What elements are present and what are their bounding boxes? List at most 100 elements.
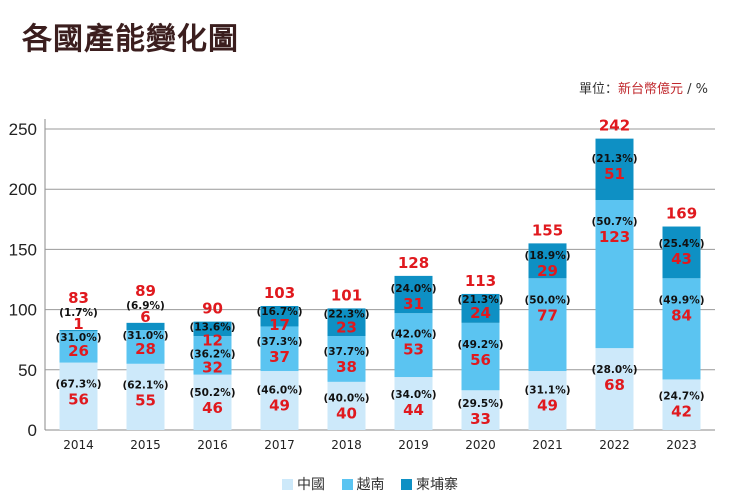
value-label: 46	[202, 399, 223, 417]
percent-label: (28.0%)	[591, 364, 637, 376]
value-label: 26	[68, 342, 89, 360]
value-label: 28	[135, 340, 156, 358]
x-tick-label: 2014	[63, 438, 94, 452]
legend: 中國 越南 柬埔寨	[0, 474, 740, 494]
y-tick-label: 250	[9, 120, 37, 139]
x-tick-label: 2019	[398, 438, 429, 452]
percent-label: (40.0%)	[323, 392, 369, 404]
y-tick-label: 0	[28, 421, 37, 440]
legend-label-cambodia: 柬埔寨	[415, 477, 458, 493]
total-label: 90	[202, 300, 223, 318]
legend-swatch-cambodia	[400, 479, 412, 490]
value-label: 42	[671, 403, 692, 421]
stacked-bar-chart: 0501001502002502014(1.7%)1(31.0%)26(67.3…	[9, 117, 715, 452]
unit-suffix: / %	[683, 82, 708, 97]
value-label: 23	[336, 318, 357, 336]
unit-prefix: 單位：	[578, 82, 618, 97]
y-tick-label: 100	[9, 301, 37, 320]
bar-segment	[126, 330, 165, 364]
value-label: 56	[470, 351, 491, 369]
percent-label: (50.7%)	[591, 216, 637, 228]
value-label: 68	[604, 376, 625, 394]
x-tick-label: 2015	[130, 438, 161, 452]
bar-segment	[327, 381, 366, 430]
bar-segment	[528, 243, 567, 279]
value-label: 17	[269, 316, 290, 334]
percent-label: (49.2%)	[457, 339, 503, 351]
value-label: 123	[599, 228, 630, 246]
total-label: 103	[264, 284, 295, 302]
value-label: 84	[671, 306, 692, 324]
value-label: 32	[202, 359, 223, 377]
bar-segment	[595, 138, 634, 201]
legend-label-china: 中國	[297, 477, 326, 493]
total-label: 89	[135, 282, 156, 300]
bar-segment	[193, 336, 232, 375]
percent-label: (1.7%)	[59, 307, 98, 319]
chart-title: 各國產能變化圖	[22, 22, 239, 57]
bar-segment	[260, 371, 299, 430]
bar-segment	[260, 326, 299, 372]
y-tick-label: 150	[9, 240, 37, 259]
total-label: 113	[465, 272, 496, 290]
percent-label: (62.1%)	[122, 380, 168, 392]
value-label: 56	[68, 391, 89, 409]
value-label: 40	[336, 404, 357, 422]
total-label: 101	[331, 286, 362, 304]
total-label: 242	[599, 117, 630, 135]
value-label: 55	[135, 392, 156, 410]
percent-label: (31.0%)	[122, 330, 168, 342]
percent-label: (36.2%)	[189, 349, 235, 361]
total-label: 83	[68, 289, 89, 307]
percent-label: (50.0%)	[524, 294, 570, 306]
bar-segment	[193, 321, 232, 337]
bar-segment	[595, 348, 634, 430]
bar-segment	[461, 293, 500, 323]
x-tick-label: 2021	[532, 438, 563, 452]
percent-label: (16.7%)	[256, 306, 302, 318]
y-tick-label: 50	[18, 361, 37, 380]
x-tick-label: 2022	[599, 438, 630, 452]
percent-label: (24.0%)	[390, 283, 436, 295]
unit-currency: 新台幣億元	[617, 82, 683, 97]
unit-label: 單位：新台幣億元 / %	[579, 78, 708, 97]
bar-segment	[662, 226, 701, 279]
percent-label: (67.3%)	[55, 379, 101, 391]
percent-label: (13.6%)	[189, 322, 235, 334]
legend-label-vietnam: 越南	[356, 477, 385, 493]
legend-item-china: 中國	[282, 474, 325, 494]
bar-segment	[59, 330, 98, 332]
percent-label: (24.7%)	[658, 391, 704, 403]
x-tick-label: 2018	[331, 438, 362, 452]
value-label: 49	[269, 397, 290, 415]
bar-segment	[193, 374, 232, 430]
bar-segment	[126, 363, 165, 430]
value-label: 44	[403, 401, 424, 419]
value-label: 53	[403, 340, 424, 358]
percent-label: (31.1%)	[524, 385, 570, 397]
percent-label: (21.3%)	[591, 153, 637, 165]
bar-segment	[662, 278, 701, 380]
legend-item-cambodia: 柬埔寨	[400, 474, 458, 494]
value-label: 77	[537, 306, 558, 324]
percent-label: (25.4%)	[658, 238, 704, 250]
percent-label: (49.9%)	[658, 294, 704, 306]
percent-label: (46.0%)	[256, 385, 302, 397]
bar-segment	[59, 362, 98, 430]
percent-label: (31.0%)	[55, 332, 101, 344]
bar-segment	[528, 371, 567, 430]
bar-segment	[327, 308, 366, 337]
value-label: 6	[140, 308, 150, 326]
value-label: 38	[336, 358, 357, 376]
percent-label: (22.3%)	[323, 308, 369, 320]
legend-swatch-china	[282, 479, 294, 490]
bar-segment	[260, 305, 299, 327]
value-label: 37	[269, 348, 290, 366]
percent-label: (42.0%)	[390, 328, 436, 340]
legend-swatch-vietnam	[341, 479, 353, 490]
percent-label: (34.0%)	[390, 389, 436, 401]
total-label: 169	[666, 205, 697, 223]
bar-segment	[327, 336, 366, 382]
x-tick-label: 2017	[264, 438, 295, 452]
bar-segment	[394, 313, 433, 378]
